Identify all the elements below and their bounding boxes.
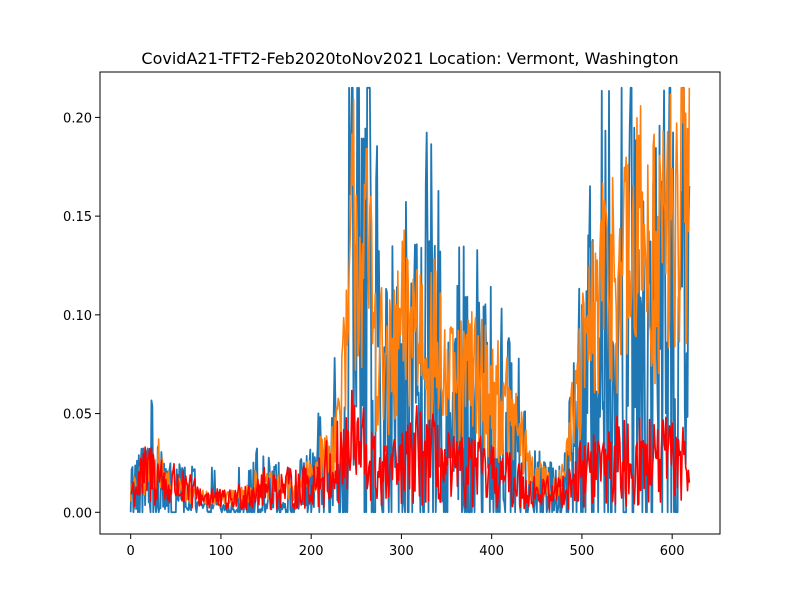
x-tick-label: 200 xyxy=(299,544,324,559)
y-tick-label: 0.00 xyxy=(63,506,92,521)
y-tick-label: 0.15 xyxy=(63,210,92,225)
x-axis: 0 100 200 300 400 500 600 xyxy=(127,534,685,559)
x-tick-label: 600 xyxy=(660,544,685,559)
x-tick-label: 0 xyxy=(127,544,135,559)
y-tick-label: 0.20 xyxy=(63,111,92,126)
x-tick-label: 400 xyxy=(479,544,504,559)
y-tick-label: 0.05 xyxy=(63,408,92,423)
plot-frame xyxy=(99,71,721,535)
series-line-3 xyxy=(130,389,691,511)
chart-title: CovidA21-TFT2-Feb2020toNov2021 Location:… xyxy=(141,49,678,68)
x-tick-label: 500 xyxy=(570,544,595,559)
series-layer xyxy=(129,86,691,514)
y-axis: 0.00 0.05 0.10 0.15 0.20 xyxy=(63,111,100,521)
x-tick-label: 300 xyxy=(389,544,414,559)
x-tick-label: 100 xyxy=(209,544,234,559)
y-tick-label: 0.10 xyxy=(63,309,92,324)
